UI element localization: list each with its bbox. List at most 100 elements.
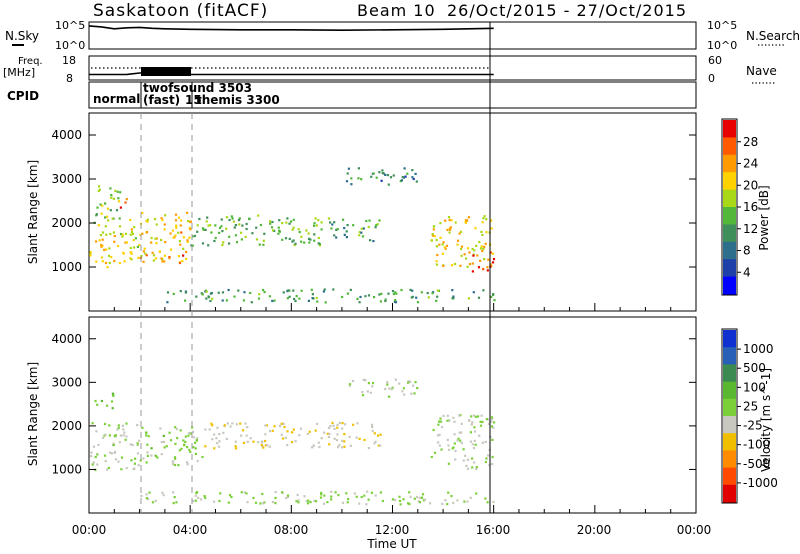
scatter-cell [336,433,339,436]
scatter-cell [327,426,331,429]
scatter-cell [311,297,314,300]
scatter-cell [117,200,121,203]
scatter-cell [344,423,347,426]
scatter-cell [361,391,364,394]
scatter-cell [487,454,490,457]
scatter-cell [475,492,478,495]
scatter-cell [188,236,191,239]
scatter-cell [191,244,194,247]
scatter-cell [489,263,492,266]
scatter-cell [173,496,176,499]
scatter-cell [456,499,459,502]
scatter-cell [414,172,417,175]
scatter-cell [117,244,120,248]
scatter-cell [366,390,369,393]
colorbar-swatch [723,120,736,138]
scatter-cell [468,263,472,266]
scatter-cell [493,299,496,302]
scatter-cell [332,424,335,427]
scatter-cell [375,176,378,179]
scatter-cell [448,231,451,234]
scatter-cell [92,445,95,448]
scatter-cell [366,490,369,493]
scatter-cell [394,291,397,294]
scatter-cell [413,497,416,500]
scatter-cell [192,436,195,439]
scatter-cell [156,456,159,459]
scatter-cell [145,497,148,500]
scatter-cell [441,252,444,255]
scatter-cell [95,213,98,216]
scatter-cell [111,392,114,395]
scatter-cell [246,440,249,443]
scatter-cell [129,251,132,254]
scatter-cell [264,444,267,447]
scatter-cell [359,295,362,299]
scatter-cell [286,495,290,498]
scatter-cell [446,503,449,506]
scatter-cell [290,220,293,223]
scatter-cell [252,440,255,443]
scatter-cell [222,431,225,434]
scatter-cell [238,217,241,220]
scatter-cell [268,295,271,298]
scatter-cell [326,432,329,435]
scatter-cell [184,440,187,443]
scatter-cell [94,399,97,403]
scatter-cell [484,497,487,500]
scatter-cell [433,235,436,238]
scatter-cell [323,494,326,497]
scatter-cell [241,224,244,227]
scatter-cell [450,264,454,267]
scatter-cell [114,458,118,461]
scatter-cell [463,253,466,256]
scatter-cell [381,499,384,503]
scatter-cell [447,462,450,465]
scatter-cell [118,441,121,444]
scatter-cell [113,240,116,243]
colorbar-tick-label: -25 [743,419,763,433]
scatter-cell [172,236,175,239]
scatter-cell [373,296,376,299]
scatter-cell [282,291,285,294]
freq-right-tick-top: 60 [708,54,722,67]
scatter-cell [141,426,144,429]
scatter-cell [458,431,461,434]
scatter-cell [281,238,284,241]
scatter-cell [452,297,455,300]
cpid-panel: CPID normal twofsound 3503 (fast) 15 the… [7,81,697,109]
scatter-cell [189,220,192,224]
scatter-cell [228,235,231,238]
scatter-cell [285,497,288,500]
scatter-cell [456,243,459,246]
scatter-cell [266,444,269,447]
scatter-cell [117,197,120,200]
velocity-colorbar-label: Velocity [m s^-1] [759,368,773,472]
scatter-cell [194,494,197,497]
scatter-cell [140,494,143,498]
scatter-cell [181,260,184,263]
scatter-cell [130,228,133,231]
scatter-cell [194,447,197,450]
scatter-cell [343,433,346,436]
freq-right-tick-bottom: 0 [708,72,715,85]
scatter-cell [190,244,193,247]
scatter-cell [159,427,162,430]
scatter-cell [218,440,221,443]
cpid-mode-themis: themis 3300 [196,93,280,107]
scatter-cell [169,232,172,235]
scatter-cell [207,244,210,247]
scatter-cell [326,501,329,504]
scatter-cell [312,444,315,447]
scatter-cell [210,422,213,425]
scatter-cell [228,242,231,245]
scatter-cell [180,447,183,450]
power-scatter-cells [89,167,496,304]
scatter-cell [282,422,285,425]
scatter-cell [95,430,98,433]
scatter-cell [473,249,476,252]
scatter-cell [345,180,349,183]
scatter-cell [195,438,198,442]
scatter-cell [417,500,420,503]
scatter-cell [178,261,182,265]
